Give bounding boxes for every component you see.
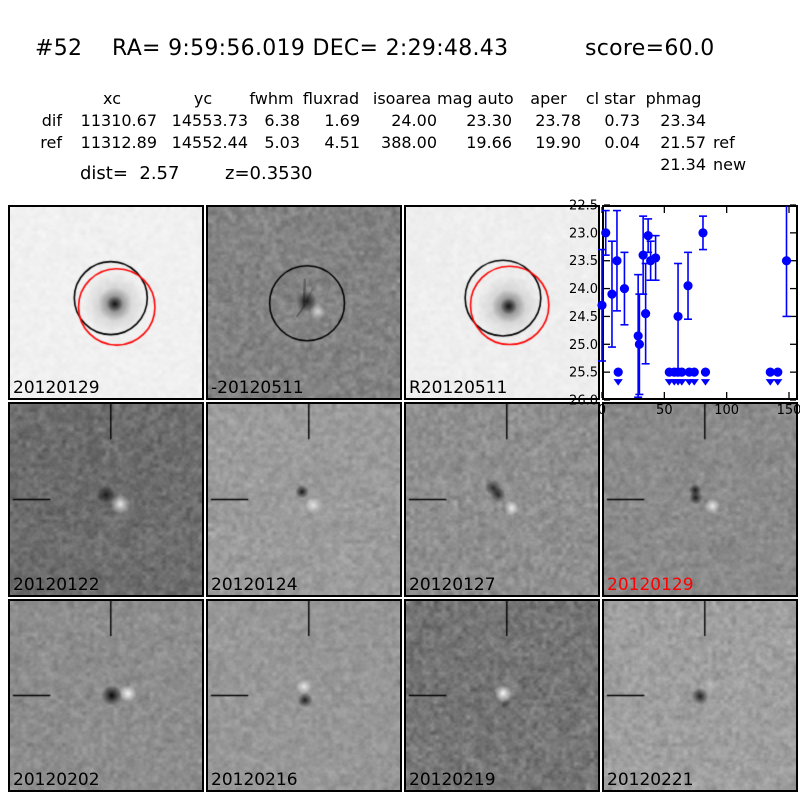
lightcurve-plot-panel — [602, 205, 798, 400]
table-cell: 0.73 — [604, 111, 640, 130]
cutout-label: 20120219 — [409, 770, 496, 790]
cutout-image — [208, 207, 400, 398]
cutout-panel-20120202: 20120202 — [8, 599, 204, 792]
table-cell: 11312.89 — [80, 133, 157, 152]
table-cell: 11310.67 — [80, 111, 157, 130]
cutout-panel-20120124: 20120124 — [206, 402, 402, 597]
table-cell: 5.03 — [264, 133, 300, 152]
cutout-image — [10, 404, 202, 595]
table-cell: 23.78 — [535, 111, 581, 130]
cutout-image — [10, 601, 202, 790]
cutout-panel-20120219: 20120219 — [404, 599, 600, 792]
table-cell-phmag-new: 21.34 — [660, 155, 706, 174]
dist-value: dist= 2.57 — [80, 163, 180, 184]
table-cell: 1.69 — [324, 111, 360, 130]
table-cell: 19.90 — [535, 133, 581, 152]
table-cell: 23.30 — [466, 111, 512, 130]
table-cell: 14552.44 — [171, 133, 248, 152]
cutout-image — [406, 207, 598, 398]
cutout-panel-20120122: 20120122 — [8, 402, 204, 597]
cutout-label: 20120129 — [13, 378, 100, 398]
cutout-panel-20120221: 20120221 — [602, 599, 798, 792]
cutout-image — [406, 601, 598, 790]
table-cell-suffix: new — [713, 155, 747, 174]
table-cell: 23.34 — [660, 111, 706, 130]
table-cell: 4.51 — [324, 133, 360, 152]
cutout-image — [604, 601, 796, 790]
table-header-cell: mag auto — [437, 89, 514, 108]
candidate-id: #52 — [35, 36, 83, 61]
table-header-cell: cl star — [585, 89, 636, 108]
cutout-label: 20120129 — [607, 575, 694, 595]
cutout-panel-new-20120129: 20120129 — [8, 205, 204, 400]
coordinates: RA= 9:59:56.019 DEC= 2:29:48.43 — [112, 36, 509, 61]
cutout-image — [406, 404, 598, 595]
table-cell: 0.04 — [604, 133, 640, 152]
cutout-label: R20120511 — [409, 378, 508, 398]
table-cell: 6.38 — [264, 111, 300, 130]
cutout-image — [208, 404, 400, 595]
cutout-image — [604, 404, 796, 595]
table-header-cell: aper — [530, 89, 567, 108]
score-value: score=60.0 — [585, 36, 715, 61]
cutout-label: 20120221 — [607, 770, 694, 790]
table-cell: 19.66 — [466, 133, 512, 152]
table-cell-suffix: ref — [713, 133, 735, 152]
table-header-cell: fwhm — [249, 89, 294, 108]
cutout-panel-20120216: 20120216 — [206, 599, 402, 792]
table-row-label: ref — [40, 133, 62, 152]
table-cell: 388.00 — [381, 133, 437, 152]
table-row-label: dif — [41, 111, 62, 130]
cutout-image — [208, 601, 400, 790]
redshift-value: z=0.3530 — [225, 163, 313, 184]
table-header-cell: fluxrad — [302, 89, 360, 108]
cutout-panel-20120129-current: 20120129 — [602, 402, 798, 597]
table-header-cell: xc — [103, 89, 121, 108]
cutout-panel-ref-20120511: R20120511 — [404, 205, 600, 400]
cutout-label: 20120124 — [211, 575, 298, 595]
table-cell: 14553.73 — [171, 111, 248, 130]
cutout-label: 20120122 — [13, 575, 100, 595]
table-header-cell: yc — [193, 89, 213, 108]
table-header-cell: isoarea — [372, 89, 432, 108]
table-cell: 24.00 — [391, 111, 437, 130]
cutout-label: 20120216 — [211, 770, 298, 790]
cutout-image — [10, 207, 202, 398]
cutout-panel-20120127: 20120127 — [404, 402, 600, 597]
cutout-panel-diff-20120511: -20120511 — [206, 205, 402, 400]
cutout-label: 20120202 — [13, 770, 100, 790]
table-cell: 21.57 — [660, 133, 706, 152]
cutout-label: 20120127 — [409, 575, 496, 595]
cutout-label: -20120511 — [211, 378, 304, 398]
table-header-cell: phmag — [645, 89, 702, 108]
